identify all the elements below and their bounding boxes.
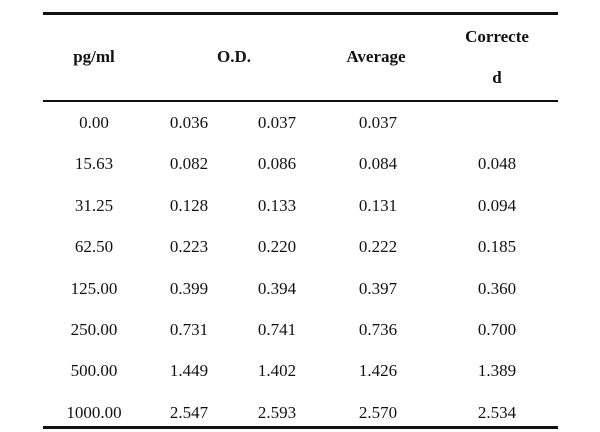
table-cell-corr: 1.389	[477, 361, 517, 381]
header-corrected-line1: Correcte	[465, 27, 529, 46]
table-cell-od2: 0.394	[257, 278, 297, 298]
table-cell-corr: 0.700	[477, 320, 517, 339]
table-cell-od2: 0.037	[257, 113, 297, 132]
table-cell-avg: 0.037	[358, 113, 398, 132]
table-cell-od1: 0.223	[169, 237, 209, 257]
table-cell-corr: 2.534	[477, 402, 517, 422]
table-header-rule	[43, 100, 558, 102]
table-cell-conc: 500.00	[70, 361, 118, 381]
header-average: Average	[346, 47, 406, 66]
table-bottom-rule	[43, 426, 558, 429]
table-cell-avg: 0.736	[358, 320, 398, 339]
table-cell-conc: 125.00	[70, 278, 118, 298]
table-cell-od1: 0.731	[169, 320, 209, 339]
table-cell-avg: 0.397	[358, 278, 398, 298]
table-cell-avg: 0.222	[358, 237, 398, 257]
header-concentration: pg/ml	[73, 47, 115, 66]
table-cell-conc: 250.00	[70, 320, 118, 339]
table-cell-corr: 0.094	[477, 195, 517, 215]
table-cell-avg: 2.570	[358, 402, 398, 422]
table-cell-od2: 0.086	[257, 154, 297, 174]
table-cell-od2: 2.593	[257, 402, 297, 422]
table-cell-conc: 31.25	[74, 195, 114, 215]
table-cell-od2: 0.220	[257, 237, 297, 257]
table-cell-conc: 1000.00	[66, 402, 122, 422]
header-corrected-line2: d	[492, 68, 502, 87]
table-cell-od1: 1.449	[169, 361, 209, 381]
table-top-rule	[43, 12, 558, 15]
table-cell-avg: 0.131	[358, 195, 398, 215]
table-cell-od1: 0.082	[169, 154, 209, 174]
table-cell-corr: 0.048	[477, 154, 517, 174]
table-cell-od1: 0.399	[169, 278, 209, 298]
table-cell-conc: 15.63	[74, 154, 114, 174]
table-cell-conc: 0.00	[79, 113, 109, 132]
table-cell-avg: 0.084	[358, 154, 398, 174]
table-cell-corr: 0.360	[477, 278, 517, 298]
table-cell-corr: 0.185	[477, 237, 517, 257]
table-cell-od1: 0.036	[169, 113, 209, 132]
table-cell-od1: 2.547	[169, 402, 209, 422]
table-cell-avg: 1.426	[358, 361, 398, 381]
table-cell-od2: 1.402	[257, 361, 297, 381]
table-cell-od2: 0.133	[257, 195, 297, 215]
table-cell-conc: 62.50	[74, 237, 114, 257]
table-cell-od1: 0.128	[169, 195, 209, 215]
header-od: O.D.	[217, 47, 251, 66]
table-cell-od2: 0.741	[257, 320, 297, 339]
